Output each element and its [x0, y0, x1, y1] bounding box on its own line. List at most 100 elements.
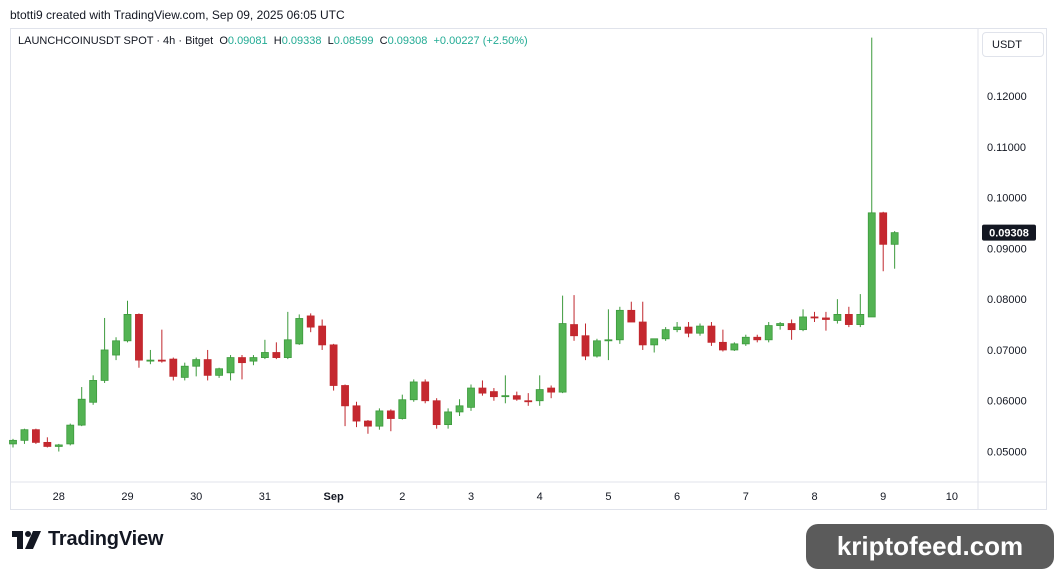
candle-body — [638, 321, 647, 346]
candle-body — [478, 387, 487, 394]
candle-body — [776, 323, 785, 326]
candle-body — [352, 405, 361, 422]
time-tick-label: 8 — [811, 491, 817, 503]
candle-body — [661, 329, 670, 340]
candle — [66, 423, 75, 446]
time-tick-label: 6 — [674, 491, 680, 503]
candle — [741, 334, 750, 346]
candle — [341, 384, 349, 427]
candle — [421, 379, 430, 404]
candle-body — [375, 410, 384, 427]
candle-body — [192, 359, 201, 367]
candle-body — [867, 212, 876, 318]
tradingview-logo[interactable]: TradingView — [12, 528, 163, 551]
candle-body — [615, 309, 624, 341]
candle-body — [135, 314, 143, 361]
last-price-label: 0.09308 — [989, 228, 1029, 240]
candle — [650, 338, 659, 353]
candle — [386, 409, 395, 432]
candle-body — [54, 444, 63, 447]
candle-body — [512, 395, 521, 400]
legend-high-label: H — [273, 35, 282, 47]
candle-body — [581, 335, 590, 357]
time-tick-label: 29 — [121, 491, 133, 503]
candle — [719, 329, 727, 352]
candle — [512, 391, 521, 401]
candle-body — [890, 232, 899, 245]
candle-body — [444, 411, 453, 426]
candle-body — [489, 391, 498, 398]
legend-open-label: O — [219, 35, 228, 47]
candle — [169, 357, 178, 381]
candle-body — [844, 314, 853, 325]
candle-body — [341, 385, 349, 407]
candle-body — [524, 400, 533, 403]
candle-body — [684, 326, 693, 334]
candle-body — [467, 387, 475, 408]
candle — [673, 322, 681, 333]
time-tick-label: 28 — [53, 491, 65, 503]
candle-body — [707, 325, 716, 343]
currency-selector-button[interactable]: USDT — [982, 32, 1044, 57]
candle — [432, 398, 441, 429]
candle — [696, 323, 704, 336]
candle — [32, 428, 40, 444]
candle — [203, 349, 212, 381]
candle-body — [753, 336, 762, 341]
time-axis: 28 29 30 31 Sep 2 3 4 5 6 7 8 9 10 — [53, 491, 958, 503]
candle — [535, 375, 544, 406]
candle — [856, 294, 865, 328]
candle — [283, 311, 292, 360]
time-tick-label: 30 — [190, 491, 202, 503]
legend-close: 0.09308 — [387, 35, 428, 47]
candle-body — [112, 340, 120, 356]
time-tick-label: 7 — [743, 491, 749, 503]
candle — [54, 443, 63, 452]
time-tick-label: 4 — [537, 491, 543, 503]
candle — [764, 322, 773, 343]
candle-body — [329, 344, 338, 386]
candle-body — [421, 381, 430, 402]
price-tick-label: 0.12000 — [987, 91, 1027, 103]
candle — [249, 355, 258, 366]
legend-change: +0.00227 (+2.50%) — [433, 35, 528, 47]
legend-high: 0.09338 — [281, 35, 322, 47]
candle — [707, 322, 716, 346]
candle-body — [180, 365, 189, 378]
candle — [776, 322, 785, 330]
candle — [867, 37, 876, 318]
candle — [604, 309, 613, 361]
time-tick-label: 2 — [399, 491, 405, 503]
candle — [180, 362, 189, 381]
tradingview-wordmark: TradingView — [48, 528, 164, 550]
candle-body — [226, 357, 235, 374]
candle-body — [764, 325, 773, 341]
candle-body — [272, 352, 281, 358]
candle — [730, 342, 739, 351]
candle — [9, 438, 17, 448]
candle-body — [535, 389, 544, 402]
last-price-tag-group: 0.09308 — [982, 224, 1036, 241]
candle — [20, 428, 29, 444]
candle — [615, 306, 624, 344]
candle — [455, 399, 464, 416]
candle — [375, 408, 384, 430]
time-tick-label: 10 — [946, 491, 958, 503]
candle-body — [203, 359, 212, 376]
candle — [478, 380, 487, 396]
candle — [409, 379, 418, 402]
candle — [501, 375, 510, 404]
candle — [215, 367, 224, 378]
candle-body — [558, 323, 567, 393]
candle — [684, 322, 693, 338]
candle — [558, 295, 567, 394]
price-tick-label: 0.06000 — [987, 396, 1027, 408]
candle-body — [77, 398, 86, 426]
candle-body — [696, 325, 704, 334]
candle — [146, 349, 155, 365]
time-tick-label: Sep — [324, 491, 344, 503]
candle-body — [100, 349, 109, 381]
candle — [627, 301, 636, 323]
candle — [524, 393, 533, 406]
